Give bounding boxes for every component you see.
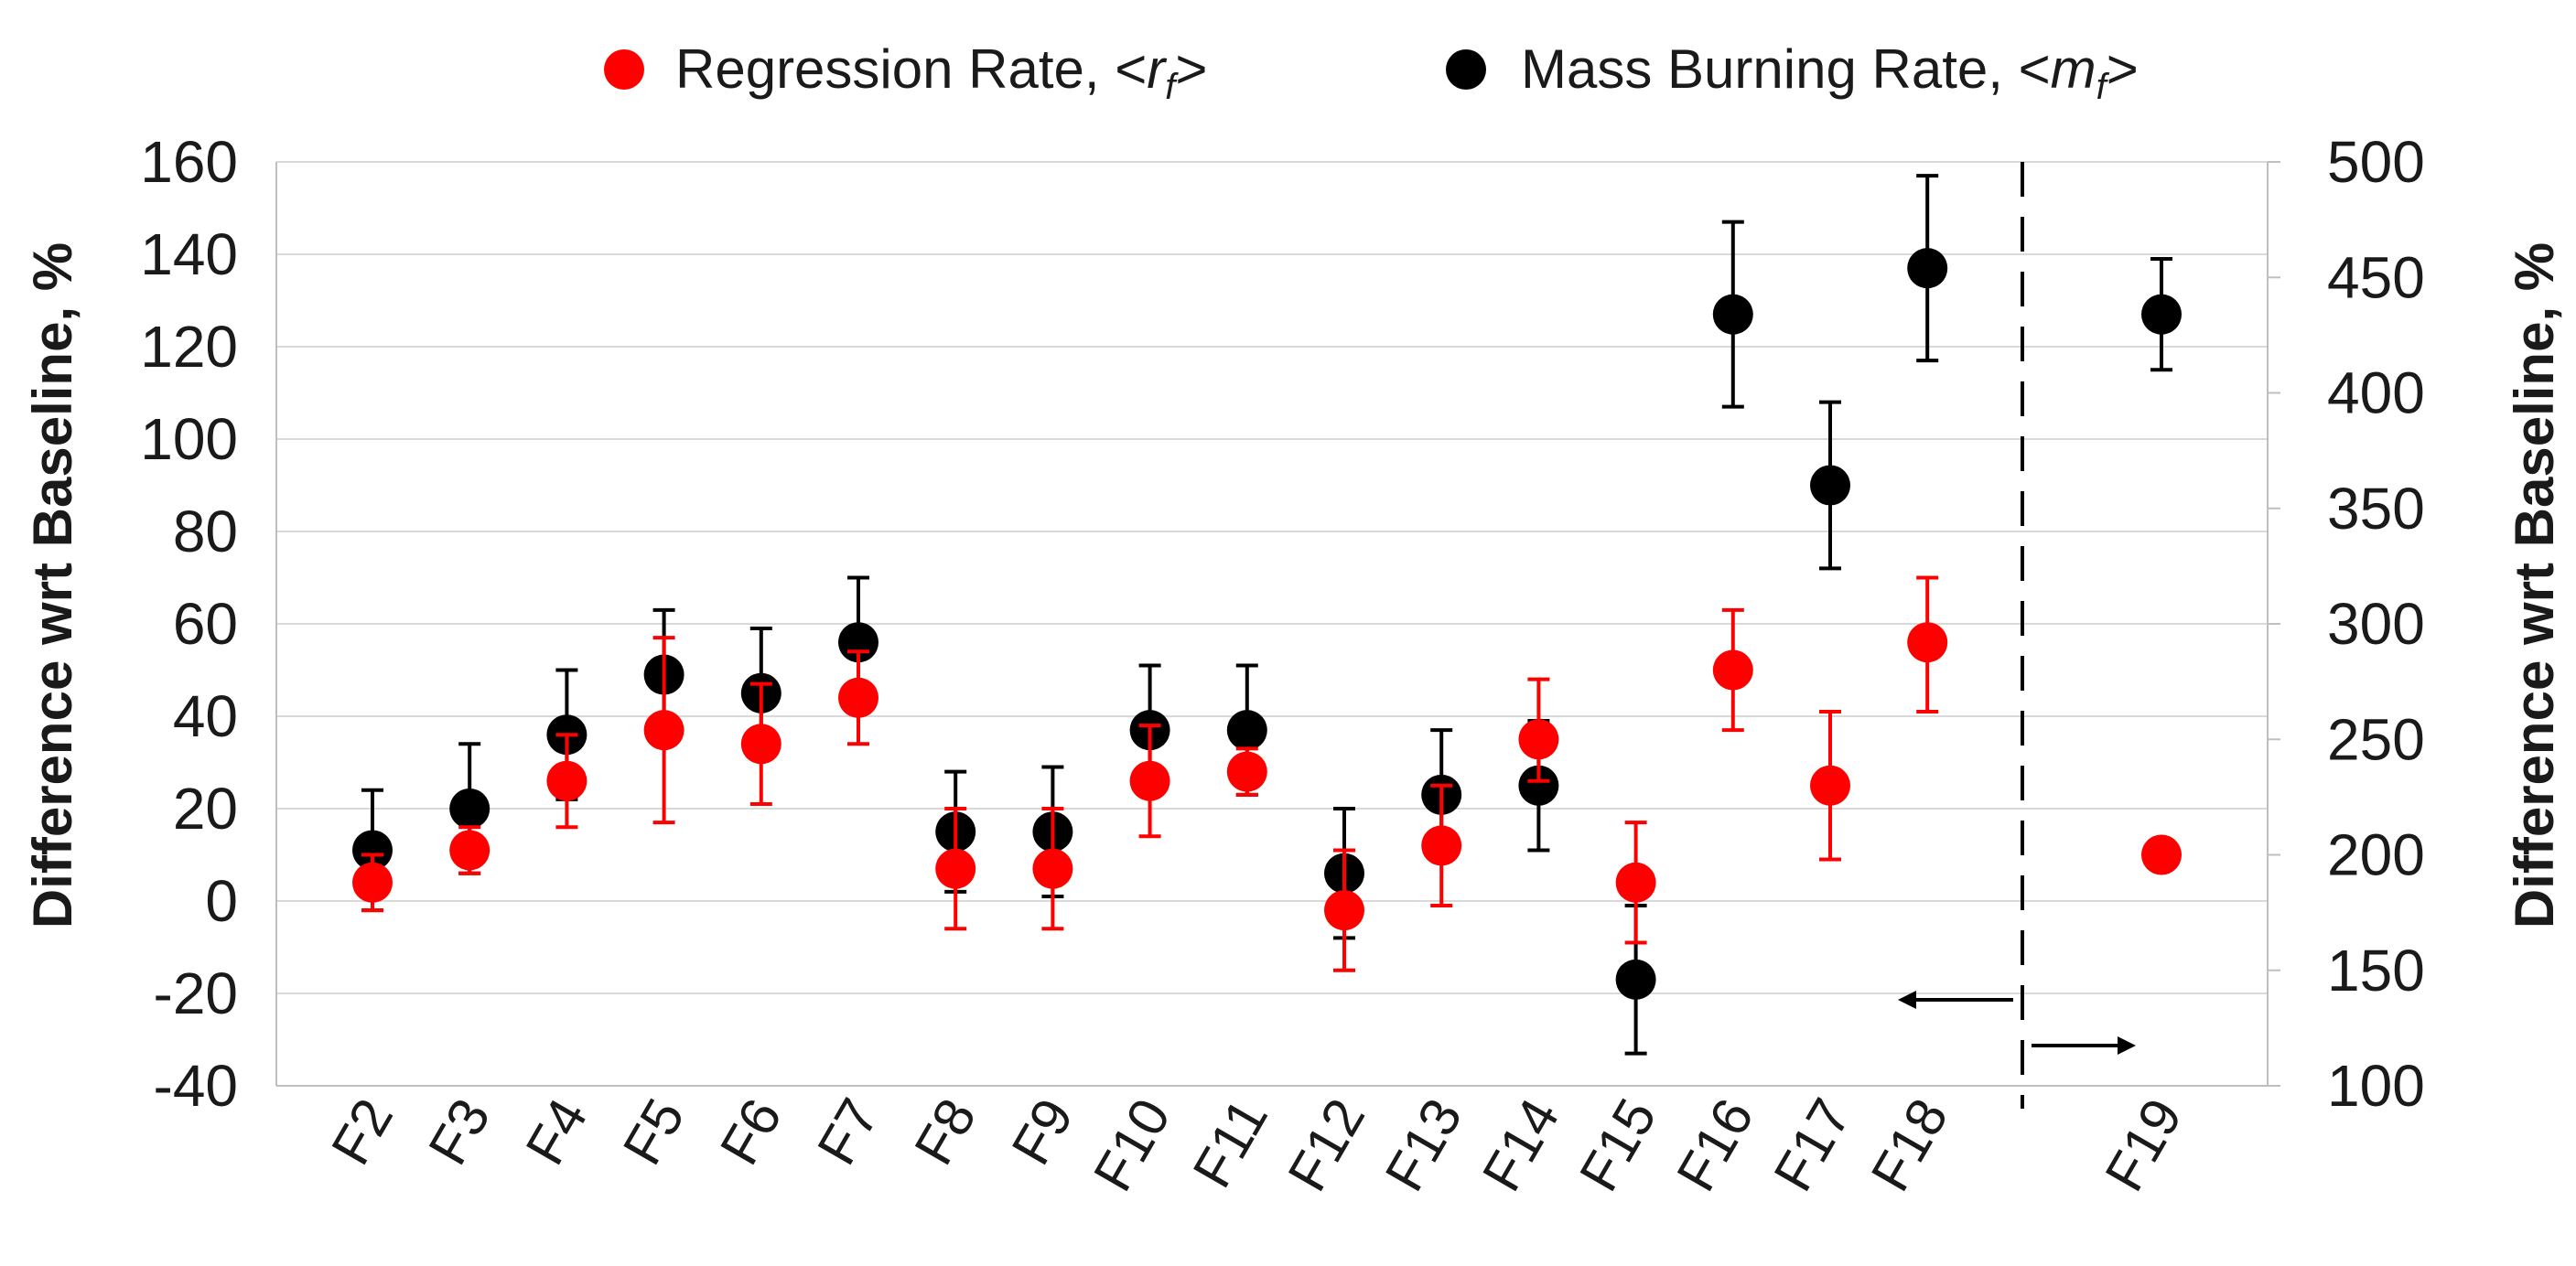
regression-rate-point [449,830,490,871]
x-tick-label: F5 [611,1089,696,1175]
regression-rate-point [352,862,393,903]
mass-burning-rate-point [352,830,393,871]
y-tick-label-left: -20 [154,960,239,1026]
x-tick-label: F14 [1471,1089,1571,1201]
x-tick-label: F12 [1277,1089,1377,1201]
y-tick-label-left: 20 [173,776,238,842]
regression-rate-point [546,760,587,801]
legend-label-suffix: > [1175,38,1207,100]
mass-burning-rate-point [449,789,490,829]
regression-rate-point [1226,751,1267,792]
left-axis-arrowhead [1898,991,1916,1009]
regression-rate-point [2141,834,2182,875]
y-tick-label-left: -40 [154,1053,239,1119]
x-tick-label: F16 [1665,1089,1765,1201]
grid-layer [276,161,2268,1087]
y-tick-label-right: 500 [2327,129,2425,195]
mass-burning-rate-point [1712,294,1753,335]
x-tick-label: F6 [708,1089,793,1175]
x-tick-label: F2 [319,1089,404,1175]
x-tick-label: F17 [1762,1089,1863,1201]
legend-label-regression-rate: Regression Rate, <rf> [675,38,1207,107]
regression-rate-point [740,724,781,765]
legend-label-prefix: Mass Burning Rate, < [1521,38,2051,100]
regression-rate-point [1032,848,1073,889]
regression-rate-point [1324,890,1364,931]
mass-burning-rate-point [1518,765,1559,806]
x-tick-label: F10 [1082,1089,1182,1201]
y-tick-label-left: 140 [140,221,238,287]
x-tick-label: F8 [902,1089,987,1175]
y-tick-label-left: 60 [173,591,238,657]
y-axis-title-right: Difference wrt Baseline, % [2504,242,2565,928]
y-tick-label-right: 450 [2327,244,2425,310]
x-tick-label: F19 [2094,1089,2194,1201]
mass-burning-rate-point [1907,248,1948,289]
y-tick-label-left: 120 [140,314,238,380]
marks-layer [352,174,2182,1056]
y-tick-label-left: 100 [140,406,238,472]
y-tick-label-right: 350 [2327,476,2425,542]
regression-rate-point [1129,760,1170,801]
y-tick-label-left: 40 [173,683,238,749]
x-tick-label: F7 [805,1089,890,1175]
x-tick-label: F13 [1374,1089,1474,1201]
x-tick-label: F18 [1859,1089,1960,1201]
x-tick-label: F3 [416,1089,501,1175]
regression-rate-point [643,710,684,751]
x-tick-label: F4 [514,1089,599,1175]
y-tick-label-right: 100 [2327,1053,2425,1119]
x-tick-label: F11 [1181,1089,1279,1197]
legend-marker-mass-burning-rate [1446,49,1486,90]
mass-burning-rate-point [2141,294,2182,335]
y-tick-label-right: 300 [2327,591,2425,657]
y-tick-label-right: 250 [2327,706,2425,772]
legend-label-symbol: m [2051,38,2096,100]
regression-rate-point [1615,862,1656,903]
y-tick-label-left: 0 [205,868,238,934]
regression-rate-point [1421,825,1462,866]
legend-label-prefix: Regression Rate, < [675,38,1147,100]
mass-burning-rate-point [1810,465,1850,506]
y-tick-label-left: 80 [173,499,238,564]
y-tick-label-left: 160 [140,129,238,195]
regression-rate-point [935,848,976,889]
regression-rate-point [1712,649,1753,691]
mass-burning-rate-point [1226,710,1267,751]
regression-rate-point [1907,622,1948,663]
y-axis-title-left: Difference wrt Baseline, % [22,242,83,928]
legend: Regression Rate, <rf> Mass Burning Rate,… [604,38,2139,107]
mass-burning-rate-point [1615,959,1656,1000]
legend-label-mass-burning-rate: Mass Burning Rate, <mf> [1521,38,2139,107]
regression-rate-point [838,677,878,718]
y-tick-label-right: 400 [2327,360,2425,426]
y-tick-label-right: 200 [2327,822,2425,888]
right-axis-arrowhead [2118,1036,2136,1055]
x-tick-label: F15 [1568,1089,1668,1201]
regression-rate-point [1518,719,1559,760]
legend-label-suffix: > [2107,38,2139,100]
y-tick-label-right: 150 [2327,938,2425,1003]
regression-rate-point [1810,765,1850,806]
x-tick-label: F9 [1000,1089,1085,1175]
axes-layer [275,161,2280,1109]
legend-marker-regression-rate [604,49,644,90]
legend-label-symbol: r [1147,38,1167,100]
labels-layer: -40 -20 0 20 40 60 80 100 120 140 160 100 150 200 250 3… [140,129,2425,1201]
